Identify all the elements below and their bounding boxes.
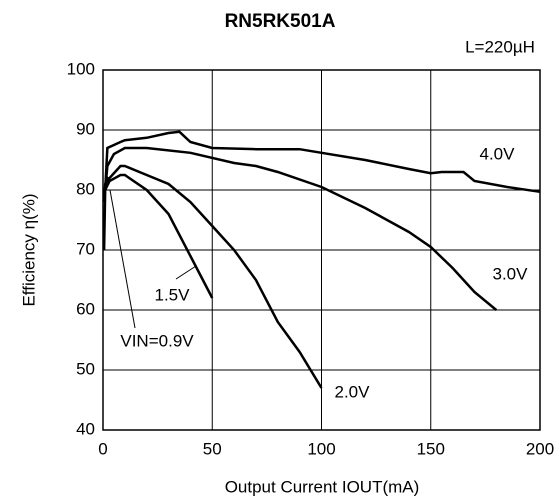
x-tick-label: 100 <box>307 439 335 458</box>
y-tick-label: 90 <box>76 119 95 138</box>
y-tick-label: 60 <box>76 299 95 318</box>
leader-line <box>109 189 136 329</box>
chart-title: RN5RK501A <box>225 11 336 32</box>
series-label: VIN=0.9V <box>120 331 194 350</box>
series-line <box>102 130 541 251</box>
y-tick-label: 50 <box>76 359 95 378</box>
annotation: L=220µH <box>465 37 535 56</box>
x-tick-label: 150 <box>417 439 445 458</box>
x-tick-label: 200 <box>526 439 554 458</box>
x-tick-label: 0 <box>98 439 107 458</box>
y-tick-label: 40 <box>76 419 95 438</box>
y-tick-label: 100 <box>67 59 95 78</box>
series-label: 1.5V <box>155 285 191 304</box>
y-tick-label: 80 <box>76 179 95 198</box>
y-axis-label: Efficiency η(%) <box>19 193 38 306</box>
series-label: 4.0V <box>480 144 516 163</box>
series-line <box>102 175 111 203</box>
leader-line <box>175 265 197 280</box>
y-tick-label: 70 <box>76 239 95 258</box>
series-label: 3.0V <box>493 264 529 283</box>
series-line <box>104 173 214 299</box>
x-axis-label: Output Current IOUT(mA) <box>225 477 420 496</box>
series-line <box>104 164 323 389</box>
x-tick-label: 50 <box>203 439 222 458</box>
series-line <box>103 146 498 311</box>
series-label: 2.0V <box>335 382 371 401</box>
